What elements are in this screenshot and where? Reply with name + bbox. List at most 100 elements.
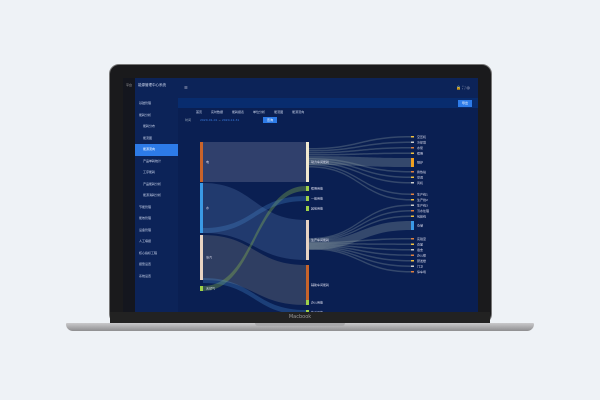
app-screen: 平台 能源管理中心系统 基础管理 能耗分析 能耗分布 能流图 能源流向 产品单耗统计 工序能…: [123, 78, 478, 312]
sankey-link: [309, 164, 411, 195]
sankey-middle-node: [306, 206, 309, 211]
sankey-link: [309, 244, 411, 251]
sankey-middle-node: [306, 142, 309, 182]
sankey-link: [203, 196, 306, 233]
sankey-target-node: [411, 158, 414, 167]
export-button[interactable]: 导出: [457, 100, 472, 107]
sankey-source-label: 天然气: [206, 286, 215, 291]
sankey-link: [309, 245, 411, 256]
sankey-target-label: 生产线2: [417, 197, 428, 202]
sankey-target-label: 门卫: [417, 263, 423, 268]
sankey-target-label: 空压机: [417, 134, 426, 139]
sidebar-item[interactable]: 能流图: [143, 135, 153, 140]
sankey-target-label: 水泵: [417, 145, 423, 150]
tab[interactable]: 能源流向: [292, 110, 305, 114]
sankey-link: [309, 152, 411, 156]
sankey-middle-node: [306, 196, 309, 201]
sankey-link: [203, 235, 306, 305]
sankey-source-node: [200, 286, 203, 291]
sankey-target-label: 办公楼: [417, 252, 426, 257]
filter-bar: 时间 2020-01-01 ~ 2020-12-31 查询: [185, 117, 278, 123]
sankey-link: [309, 210, 411, 241]
sankey-target-label: 锅炉: [417, 160, 423, 165]
sidebar-item[interactable]: 工序能耗: [143, 170, 156, 174]
laptop-notch: [255, 323, 345, 326]
sankey-target-label: 研发楼: [417, 258, 426, 263]
sankey-middle-node: [306, 265, 309, 305]
sankey-target-node: [411, 260, 414, 262]
sidebar-item[interactable]: 能耗分布: [143, 124, 156, 128]
sankey-target-node: [411, 136, 414, 138]
end-date[interactable]: 2020-12-31: [221, 118, 240, 122]
tab-bar: 首页 实时数据 能耗报表 单位分析 能流图 能源流向 导出: [178, 98, 478, 114]
sankey-target-node: [411, 152, 414, 154]
filter-label: 时间: [185, 118, 192, 122]
menu-icon[interactable]: ☰: [184, 85, 188, 90]
app-title: 能源管理中心系统: [138, 83, 166, 87]
sankey-target-node: [411, 171, 414, 173]
sidebar-item[interactable]: 产品能耗分析: [143, 181, 162, 186]
icon-rail: 平台: [123, 78, 135, 312]
tab[interactable]: 能流图: [274, 110, 284, 114]
sankey-middle-label: 照明用能: [311, 186, 323, 191]
sankey-target-label: 食堂: [417, 241, 423, 246]
query-button[interactable]: 查询: [263, 117, 278, 123]
tab[interactable]: 能耗报表: [232, 110, 245, 114]
sankey-middle-node: [306, 310, 309, 312]
sankey-target-node: [411, 147, 414, 149]
header: ☰ 🔒 ⛶ ◎: [178, 78, 478, 98]
sankey-middle-node: [306, 220, 309, 260]
tab[interactable]: 实时数据: [211, 110, 224, 114]
sidebar-item[interactable]: 基础管理: [139, 101, 152, 105]
sankey-middle-label: 生产车间能耗: [311, 237, 329, 242]
sankey-source-node: [200, 183, 203, 233]
tab[interactable]: 单位分析: [253, 110, 266, 114]
sankey-target-label: 包装线: [417, 213, 426, 218]
sidebar-item[interactable]: 设备管理: [139, 227, 152, 232]
sankey-source-node: [200, 235, 203, 280]
header-icons[interactable]: 🔒 ⛶ ◎: [456, 85, 470, 90]
sankey-middle-label: 动力车间能耗: [311, 159, 329, 164]
start-date[interactable]: 2020-01-01: [199, 118, 218, 122]
sidebar-item[interactable]: 节能管理: [139, 204, 152, 209]
sankey-source-node: [200, 142, 203, 182]
tab[interactable]: 首页: [196, 110, 203, 114]
sidebar-item[interactable]: 核心指标工程: [139, 250, 158, 255]
sidebar-item[interactable]: 能耗分析: [139, 112, 152, 117]
sankey-middle-label: 办公用能: [311, 300, 323, 305]
sankey-link: [203, 186, 306, 291]
sankey-target-node: [411, 265, 414, 267]
sankey-target-label: 宿舍: [417, 247, 423, 252]
sidebar-item[interactable]: 系统设置: [139, 273, 152, 278]
sankey-middle-label: 生活用能: [311, 310, 323, 313]
sankey-target-label: 仓储: [417, 223, 423, 228]
sankey-link: [309, 215, 411, 242]
sankey-diagram: 空压机冷却塔水泵照明锅炉换热站空调风机生产线1生产线2生产线3污水处理包装线仓储…: [200, 134, 429, 313]
sankey-target-label: 实验室: [417, 236, 426, 241]
sankey-link: [309, 136, 411, 150]
sidebar-item[interactable]: 能效管理: [139, 216, 152, 220]
sankey-middle-label: 辅助车间能耗: [311, 282, 329, 287]
sidebar-item[interactable]: 人工填报: [139, 239, 152, 243]
sankey-target-label: 冷却塔: [417, 139, 426, 144]
sankey-middle-label: 一般用能: [311, 196, 323, 201]
sankey-link: [309, 204, 411, 240]
sidebar-item[interactable]: 报警设置: [139, 262, 152, 266]
sankey-target-node: [411, 141, 414, 143]
sankey-link: [309, 156, 411, 167]
sidebar: 能源管理中心系统 基础管理能耗分析能耗分布能流图能源流向产品单耗统计 工序能耗产品…: [135, 78, 178, 312]
sankey-target-node: [411, 193, 414, 195]
laptop-chin: Macbook: [110, 312, 490, 323]
sankey-link: [309, 221, 411, 250]
sidebar-item[interactable]: 能源消耗分析: [143, 193, 162, 197]
sankey-middle-label: 其他用能: [311, 206, 323, 211]
sankey-link: [309, 160, 411, 178]
sankey-middle-node: [306, 186, 309, 191]
rail-label: 平台: [125, 83, 132, 87]
sidebar-item[interactable]: 产品单耗统计: [143, 158, 162, 163]
sankey-link: [309, 247, 411, 267]
sankey-target-node: [411, 254, 414, 256]
sankey-target-node: [411, 271, 414, 273]
sankey-link: [309, 238, 411, 244]
sidebar-item[interactable]: 能源流向: [135, 144, 178, 156]
